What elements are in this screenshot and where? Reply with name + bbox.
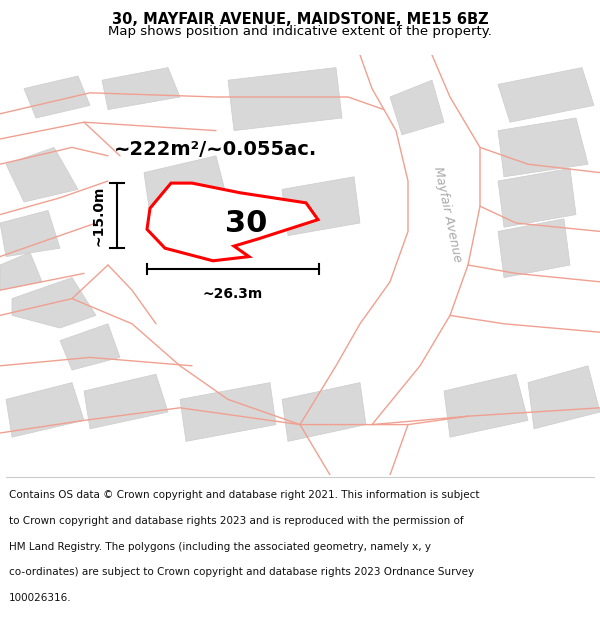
Polygon shape <box>498 118 588 177</box>
Polygon shape <box>228 68 342 131</box>
Polygon shape <box>390 80 444 135</box>
Polygon shape <box>6 382 84 438</box>
Polygon shape <box>84 374 168 429</box>
Text: 100026316.: 100026316. <box>9 593 71 603</box>
Text: ~222m²/~0.055ac.: ~222m²/~0.055ac. <box>115 140 317 159</box>
Text: 30, MAYFAIR AVENUE, MAIDSTONE, ME15 6BZ: 30, MAYFAIR AVENUE, MAIDSTONE, ME15 6BZ <box>112 12 488 27</box>
Polygon shape <box>528 366 600 429</box>
Polygon shape <box>24 76 90 118</box>
Text: to Crown copyright and database rights 2023 and is reproduced with the permissio: to Crown copyright and database rights 2… <box>9 516 464 526</box>
Polygon shape <box>498 168 576 228</box>
Polygon shape <box>0 253 42 290</box>
Text: ~15.0m: ~15.0m <box>92 186 106 246</box>
Text: Map shows position and indicative extent of the property.: Map shows position and indicative extent… <box>108 26 492 39</box>
Polygon shape <box>180 382 276 441</box>
Polygon shape <box>12 278 96 328</box>
Polygon shape <box>282 177 360 236</box>
Polygon shape <box>6 148 78 202</box>
Text: co-ordinates) are subject to Crown copyright and database rights 2023 Ordnance S: co-ordinates) are subject to Crown copyr… <box>9 568 474 578</box>
Polygon shape <box>147 183 318 261</box>
Text: Contains OS data © Crown copyright and database right 2021. This information is : Contains OS data © Crown copyright and d… <box>9 490 479 500</box>
Text: 30: 30 <box>225 209 267 238</box>
Text: HM Land Registry. The polygons (including the associated geometry, namely x, y: HM Land Registry. The polygons (includin… <box>9 542 431 552</box>
Text: Mayfair Avenue: Mayfair Avenue <box>431 166 463 264</box>
Polygon shape <box>102 68 180 109</box>
Polygon shape <box>282 382 366 441</box>
Text: ~26.3m: ~26.3m <box>203 287 263 301</box>
Polygon shape <box>498 219 570 278</box>
Polygon shape <box>498 68 594 122</box>
Polygon shape <box>144 156 228 214</box>
Polygon shape <box>60 324 120 370</box>
Polygon shape <box>444 374 528 438</box>
Polygon shape <box>0 211 60 257</box>
